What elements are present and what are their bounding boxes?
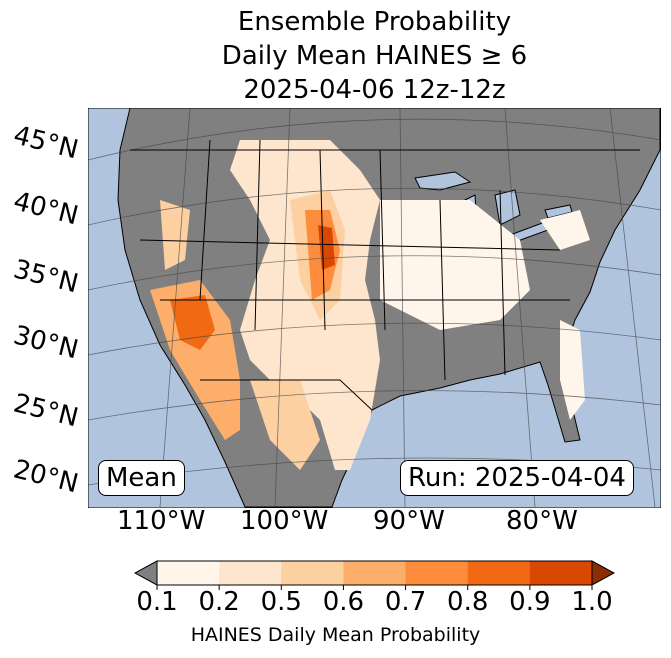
- run-label: Run: 2025-04-04: [400, 460, 634, 496]
- lat-label-20: 20°N: [10, 454, 82, 500]
- colorbar-tick-label: 0.6: [322, 587, 365, 617]
- colorbar-segment: [405, 561, 469, 585]
- colorbar-tick-label: 1.0: [571, 587, 613, 617]
- colorbar-segment: [529, 561, 593, 585]
- colorbar-tick-label: 0.2: [198, 587, 240, 617]
- probability-field: [150, 140, 590, 470]
- state-borders: [130, 139, 640, 411]
- colorbar-segment: [281, 561, 344, 585]
- colorbar-over-arrow: [591, 560, 616, 586]
- colorbar-tick-label: 0.9: [509, 587, 551, 617]
- colorbar-tick-label: 0.7: [384, 587, 427, 617]
- colorbar-tick-label: 0.5: [260, 587, 302, 617]
- land: [117, 108, 661, 508]
- lon-label-100w: 100°W: [240, 506, 329, 536]
- colorbar-under-arrow: [133, 560, 158, 586]
- lat-label-30: 30°N: [10, 320, 82, 366]
- colorbar-segment: [343, 561, 407, 585]
- lat-label-45: 45°N: [10, 120, 82, 166]
- colorbar-tick-label: 0.8: [447, 587, 489, 617]
- title-line-2: Daily Mean HAINES ≥ 6: [221, 41, 528, 71]
- graticule: [88, 108, 661, 508]
- lat-label-25: 25°N: [10, 388, 82, 434]
- colorbar-tick-label: 0.1: [136, 587, 178, 617]
- colorbar-segment: [467, 561, 531, 585]
- title-line-1: Ensemble Probability: [237, 7, 512, 37]
- lat-label-35: 35°N: [10, 254, 82, 300]
- lon-label-110w: 110°W: [117, 506, 206, 536]
- map: [88, 108, 661, 508]
- colorbar-label: HAINES Daily Mean Probability: [190, 624, 481, 646]
- lat-label-40: 40°N: [10, 186, 82, 232]
- title-line-3: 2025-04-06 12z-12z: [243, 75, 506, 105]
- lon-label-90w: 90°W: [373, 506, 445, 536]
- lon-label-80w: 80°W: [506, 506, 578, 536]
- colorbar: [133, 560, 616, 590]
- colorbar-segment: [157, 561, 220, 585]
- colorbar-outline: [156, 560, 593, 586]
- stat-label: Mean: [98, 460, 185, 496]
- colorbar-segment: [219, 561, 282, 585]
